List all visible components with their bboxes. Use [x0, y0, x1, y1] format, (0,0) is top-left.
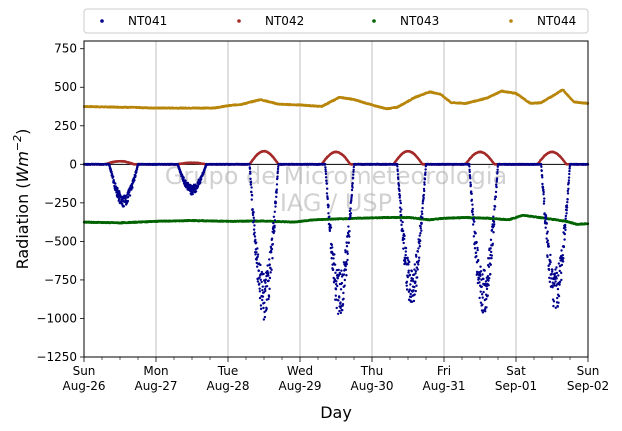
data-points [82, 88, 590, 321]
watermark-line-2: IAG / USP [280, 189, 392, 217]
watermark: Grupo de Micrometeorologia IAG / USP [165, 162, 507, 217]
watermark-line-1: Grupo de Micrometeorologia [165, 162, 507, 190]
